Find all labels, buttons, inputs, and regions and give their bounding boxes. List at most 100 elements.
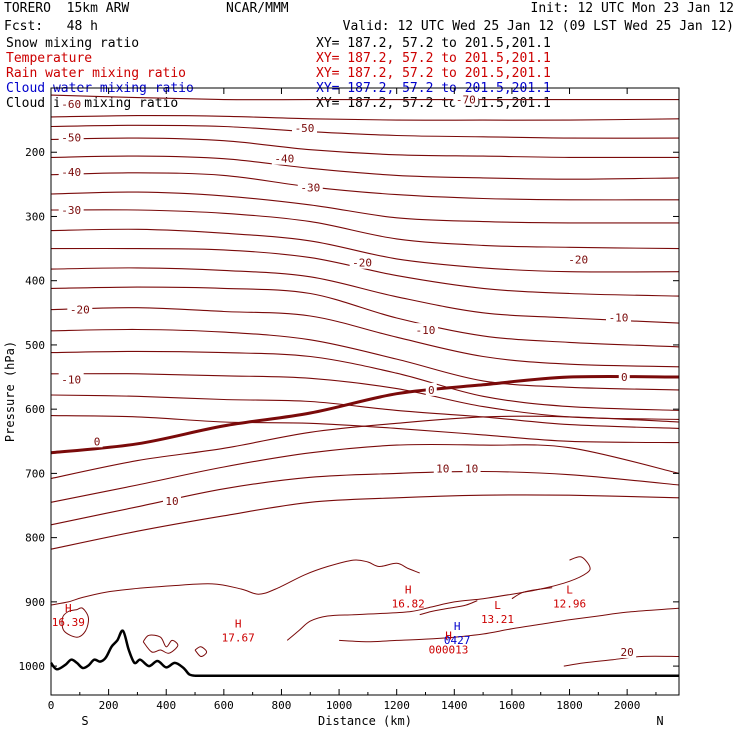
init-time: Init: 12 UTC Mon 23 Jan 12 (530, 1, 735, 16)
rain-contour-layer (50, 556, 680, 667)
y-tick-label: 500 (25, 339, 45, 352)
extremum-marker: H (454, 620, 461, 633)
x-axis-label: Distance (km) (318, 714, 412, 728)
isotherm-label-bg (58, 203, 84, 217)
contour-label-layer: -70 -60 -50 -50 -40 -40 -30 -30 -20 -20 -20 -10 -10 -… (52, 92, 637, 659)
isotherm-label-bg (297, 180, 323, 194)
y-tick-label: 200 (25, 146, 45, 159)
isotherm-label-bg (58, 165, 84, 179)
isotherm-label: -10 (61, 374, 81, 387)
rain-contour-line (61, 607, 90, 638)
legend-label-temperature: Temperature (6, 51, 93, 66)
y-axis-label: Pressure (hPa) (3, 341, 17, 442)
rain-contour-line (142, 634, 179, 654)
x-tick-label: 1800 (556, 699, 583, 712)
y-tick-label: 1000 (19, 660, 46, 673)
y-tick-label: 600 (25, 403, 45, 416)
y-tick-label: 900 (25, 596, 45, 609)
isotherm-label: 0 (428, 384, 435, 397)
isotherm-label: -10 (416, 324, 436, 337)
x-tick-label: 0 (48, 699, 55, 712)
isotherm-label: 0 (621, 371, 628, 384)
isotherm-label: 0 (94, 435, 101, 448)
isotherm-label: 20 (621, 646, 634, 659)
extremum-value: 000013 (429, 644, 469, 657)
isotherm-line (50, 350, 680, 411)
isotherm-line (50, 267, 680, 324)
x-tick-label: 600 (214, 699, 234, 712)
isotherm-line (50, 137, 680, 159)
x-tick-label: 400 (156, 699, 176, 712)
legend-xy-snow: XY= 187.2, 57.2 to 201.5,201.1 (316, 36, 551, 51)
isotherm-label: -20 (568, 254, 588, 267)
axes-layer: 0 200 400 600 800 1000 1200 1400 1600 1800 2000200… (3, 88, 679, 728)
isotherm-label-bg (271, 151, 297, 165)
isotherm-layer (50, 94, 680, 550)
isotherm-label: -20 (352, 257, 372, 270)
isotherm-label-bg (58, 97, 84, 111)
isotherm-label-bg (565, 252, 591, 266)
y-tick-label: 300 (25, 210, 45, 223)
rain-contour-line (50, 559, 420, 606)
legend-label-rain: Rain water mixing ratio (6, 66, 187, 81)
rain-contour-line (339, 607, 680, 643)
y-tick-label: 700 (25, 467, 45, 480)
isotherm-label-bg (433, 461, 452, 475)
isotherm-line (50, 228, 680, 273)
isotherm-line (50, 415, 680, 480)
extremum-marker: H (405, 583, 412, 596)
x-tick-label: 200 (99, 699, 119, 712)
x-tick-label: 1200 (383, 699, 410, 712)
isotherm-line (50, 286, 680, 348)
extremum-marker: H (65, 602, 72, 615)
rain-contour-line (286, 556, 591, 641)
isotherm-label: -10 (609, 311, 629, 324)
model-title: TORERO 15km ARW (4, 1, 130, 16)
isotherm-line (50, 394, 680, 429)
organization-label: NCAR/MMM (226, 1, 289, 16)
extremum-marker: H (445, 630, 452, 643)
terrain-line (50, 629, 680, 677)
isotherm-label: -60 (61, 98, 81, 111)
isotherm-label: -70 (456, 94, 476, 107)
legend-xy-temperature: XY= 187.2, 57.2 to 201.5,201.1 (316, 51, 551, 66)
extremum-value: 16.82 (392, 597, 425, 610)
isotherm-label-bg (412, 323, 438, 337)
south-endpoint-label: S (81, 714, 88, 728)
x-tick-label: 1400 (441, 699, 468, 712)
y-tick-label: 800 (25, 532, 45, 545)
isotherm-label: 10 (465, 462, 478, 475)
isotherm-line (50, 124, 680, 139)
isotherm-line (50, 94, 679, 101)
isotherm-line (50, 328, 680, 391)
valid-time: Valid: 12 UTC Wed 25 Jan 12 (09 LST Wed … (342, 19, 734, 34)
isotherm-label-bg (618, 644, 637, 658)
isotherm-label: -30 (61, 204, 81, 217)
isotherm-line (50, 415, 680, 444)
isotherm-label-bg (618, 370, 630, 384)
legend-xy-rain: XY= 187.2, 57.2 to 201.5,201.1 (316, 66, 551, 81)
extremum-value: 13.21 (481, 613, 514, 626)
extremum-value: 12.96 (553, 597, 586, 610)
isotherm-line (50, 209, 680, 250)
isotherm-label-bg (91, 434, 103, 448)
isotherm-line (50, 172, 680, 201)
rain-contour-line (511, 587, 553, 600)
isotherm-line (50, 191, 680, 224)
isotherm-label: -50 (295, 122, 315, 135)
rain-contour-line (194, 646, 208, 658)
x-tick-label: 800 (272, 699, 292, 712)
extremum-value: 17.67 (222, 631, 255, 644)
extremum-marker: L (494, 599, 501, 612)
extremum-marker: L (566, 583, 573, 596)
legend-label-snow: Snow mixing ratio (6, 36, 140, 51)
isotherm-line (50, 443, 680, 503)
rain-contour-line (419, 600, 478, 616)
isotherm-label: 10 (436, 462, 449, 475)
isotherm-label: -40 (274, 153, 294, 166)
x-tick-label: 2000 (614, 699, 641, 712)
isotherm-label-bg (67, 302, 93, 316)
isotherm-label: 10 (165, 495, 178, 508)
isotherm-label-bg (606, 310, 632, 324)
